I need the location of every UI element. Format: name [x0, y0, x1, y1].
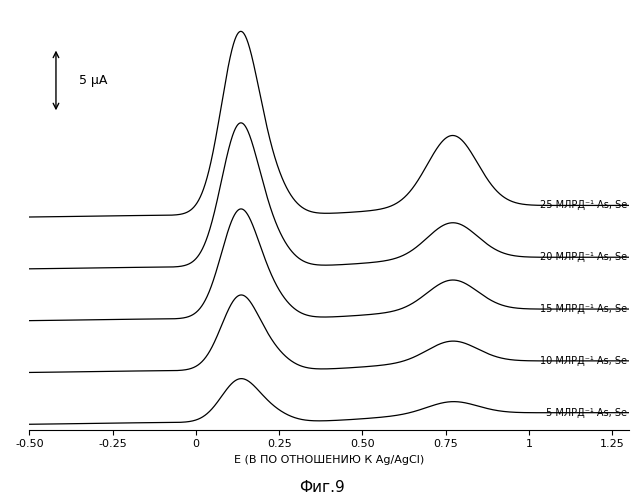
Text: 25 МЛРД⁻¹ As, Se: 25 МЛРД⁻¹ As, Se [540, 200, 627, 210]
Text: 10 МЛРД⁻¹ As, Se: 10 МЛРД⁻¹ As, Se [540, 356, 627, 366]
Text: Фиг.9: Фиг.9 [299, 480, 345, 495]
Text: 5 МЛРД⁻¹ As, Se: 5 МЛРД⁻¹ As, Se [546, 408, 627, 418]
X-axis label: E (В ПО ОТНОШЕНИЮ К Ag/AgCl): E (В ПО ОТНОШЕНИЮ К Ag/AgCl) [234, 455, 424, 465]
Text: 20 МЛРД⁻¹ As, Se: 20 МЛРД⁻¹ As, Se [540, 252, 627, 262]
Text: 5 μA: 5 μA [79, 74, 108, 87]
Text: 15 МЛРД⁻¹ As, Se: 15 МЛРД⁻¹ As, Se [540, 304, 627, 314]
